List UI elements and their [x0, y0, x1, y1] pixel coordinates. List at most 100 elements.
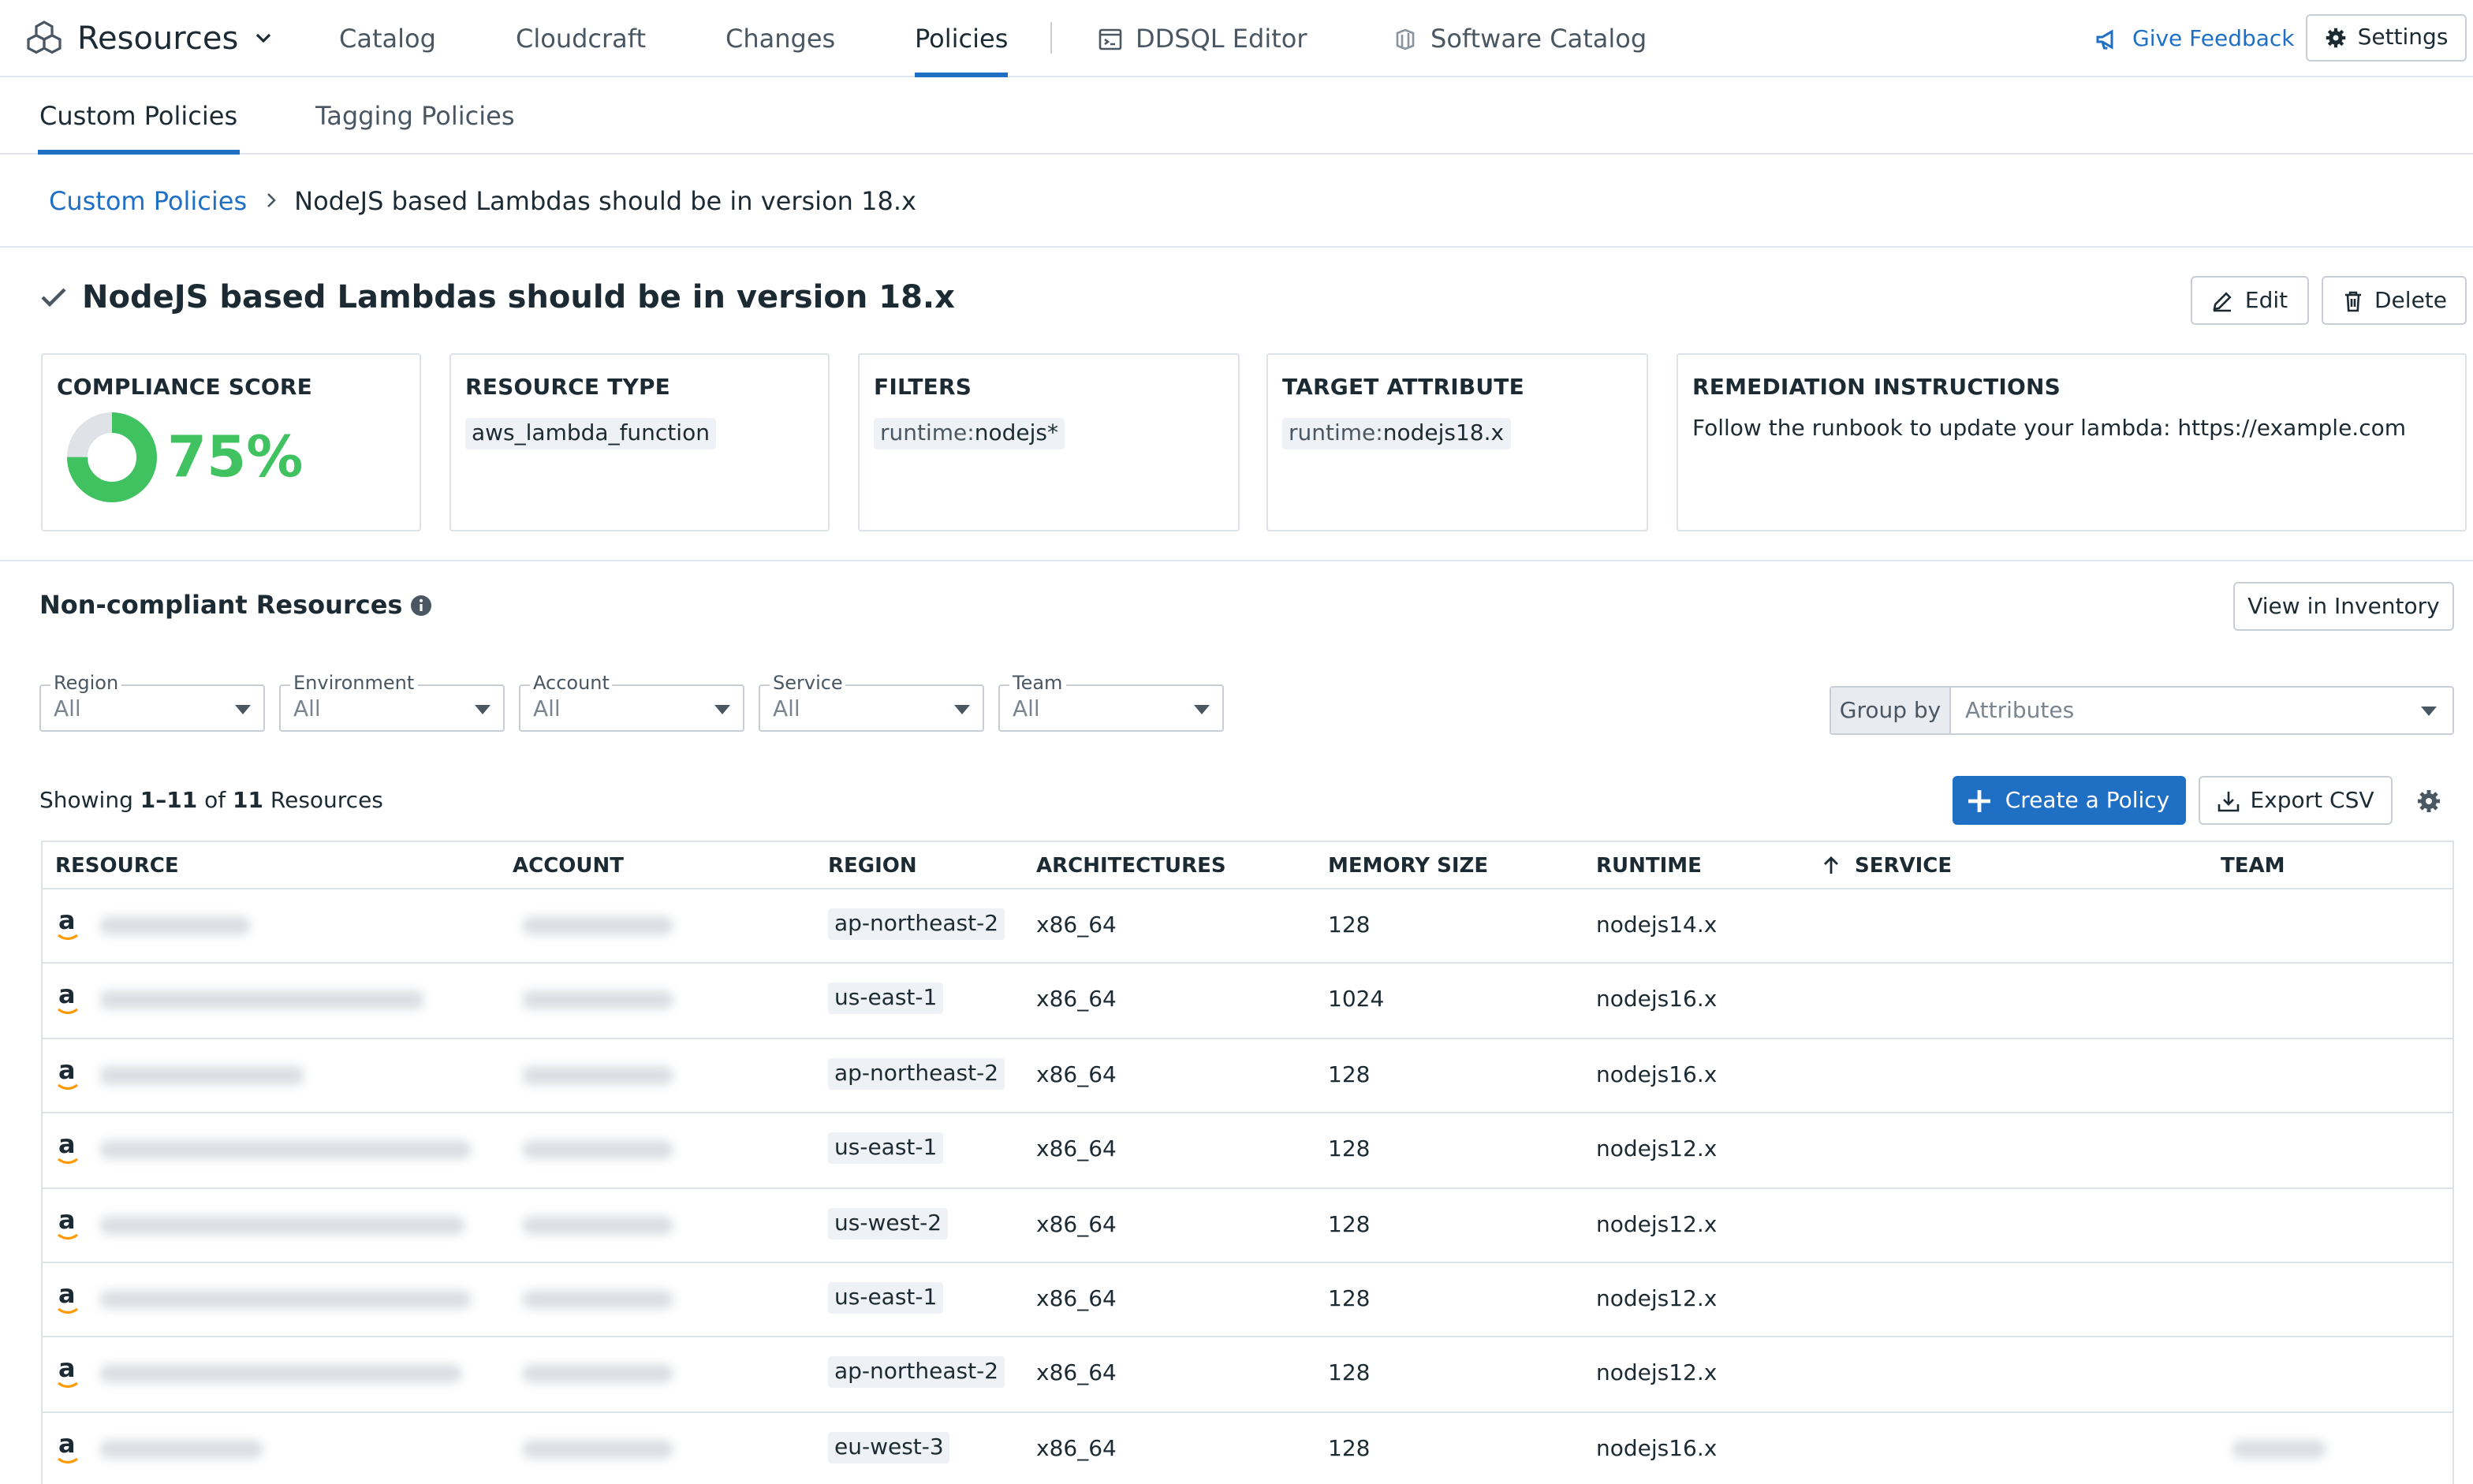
service-filter[interactable]: Service All: [759, 672, 984, 732]
table-settings-gear-icon[interactable]: [2416, 789, 2441, 814]
filter-label: Team: [1009, 672, 1066, 694]
sort-arrow-up-icon[interactable]: [1822, 856, 1841, 875]
info-icon[interactable]: [410, 594, 432, 616]
architecture-cell: x86_64: [1036, 1361, 1117, 1387]
team-filter[interactable]: Team All: [998, 672, 1224, 732]
tab-catalog[interactable]: Catalog: [339, 24, 436, 54]
gear-icon: [2326, 28, 2345, 48]
column-header-memory-size[interactable]: MEMORY SIZE: [1328, 855, 1489, 878]
aws-smile-icon: [58, 1009, 78, 1015]
architecture-cell: x86_64: [1036, 1212, 1117, 1238]
download-icon: [2217, 791, 2239, 811]
settings-button[interactable]: Settings: [2306, 14, 2467, 62]
page-title: NodeJS based Lambdas should be in versio…: [82, 278, 955, 315]
aws-smile-icon: [58, 1083, 78, 1090]
aws-smile-icon: [58, 1307, 78, 1314]
tab-ddsql-editor[interactable]: DDSQL Editor: [1098, 0, 1307, 77]
results-count: Showing 1–11 of 11 Resources: [39, 789, 383, 814]
runtime-cell: nodejs12.x: [1596, 1212, 1718, 1238]
aws-smile-icon: [58, 1457, 78, 1463]
aws-icon: a: [58, 1278, 76, 1309]
table-header: RESOURCE ACCOUNT REGION ARCHITECTURES ME…: [43, 842, 2452, 889]
card-label: TARGET ATTRIBUTE: [1282, 375, 1524, 401]
resource-type-tag: aws_lambda_function: [465, 418, 716, 449]
group-by-select[interactable]: Group by Attributes: [1830, 686, 2454, 735]
column-header-architectures[interactable]: ARCHITECTURES: [1036, 855, 1226, 878]
aws-icon: a: [58, 1129, 76, 1160]
export-csv-button[interactable]: Export CSV: [2199, 776, 2393, 825]
aws-icon: a: [58, 1428, 76, 1459]
tab-policies[interactable]: Policies: [915, 0, 1009, 77]
create-policy-button[interactable]: Create a Policy: [1953, 776, 2186, 825]
filter-value: All: [773, 697, 800, 722]
tab-changes[interactable]: Changes: [725, 24, 836, 54]
view-in-inventory-button[interactable]: View in Inventory: [2233, 582, 2454, 631]
checkmark-icon: [41, 288, 66, 308]
filter-value: All: [533, 697, 561, 722]
aws-icon: a: [58, 1204, 76, 1235]
chevron-down-icon: [256, 33, 271, 43]
architecture-cell: x86_64: [1036, 1137, 1117, 1163]
runtime-cell: nodejs12.x: [1596, 1137, 1718, 1163]
sql-editor-icon: [1098, 28, 1122, 50]
redacted-account-id: [522, 1364, 673, 1384]
table-row[interactable]: a eu-west-3 x86_64 128 nodejs16.x: [43, 1412, 2452, 1484]
compliance-donut-arc: [67, 412, 157, 502]
compliance-score-value: 75%: [167, 425, 304, 490]
table-row[interactable]: a us-east-1 x86_64 128 nodejs12.x: [43, 1113, 2452, 1189]
architecture-cell: x86_64: [1036, 913, 1117, 938]
table-row[interactable]: a ap-northeast-2 x86_64 128 nodejs14.x: [43, 889, 2452, 964]
region-filter[interactable]: Region All: [39, 672, 265, 732]
target-tag-value: nodejs18.x: [1382, 421, 1505, 446]
account-filter[interactable]: Account All: [519, 672, 744, 732]
column-header-region[interactable]: REGION: [828, 855, 917, 878]
column-header-team[interactable]: TEAM: [2221, 855, 2285, 878]
table-row[interactable]: a us-west-2 x86_64 128 nodejs12.x: [43, 1188, 2452, 1263]
compliance-donut-chart: [67, 412, 157, 502]
redacted-account-id: [522, 990, 673, 1010]
tab-software-catalog[interactable]: Software Catalog: [1393, 0, 1647, 77]
redacted-team: [2232, 1439, 2326, 1459]
tab-custom-policies[interactable]: Custom Policies: [38, 77, 239, 155]
sub-tabs: Custom Policies Tagging Policies: [0, 77, 2473, 155]
delete-button[interactable]: Delete: [2322, 276, 2467, 325]
tab-cloudcraft[interactable]: Cloudcraft: [516, 24, 647, 54]
memory-size-cell: 128: [1328, 913, 1371, 938]
redacted-resource-name: [99, 1364, 462, 1384]
edit-button[interactable]: Edit: [2191, 276, 2309, 325]
filter-tag: runtime:nodejs*: [874, 418, 1065, 449]
redacted-resource-name: [99, 990, 424, 1010]
breadcrumb: Custom Policies NodeJS based Lambdas sho…: [0, 155, 2473, 248]
app-switcher[interactable]: Resources: [0, 19, 315, 57]
pencil-icon: [2214, 291, 2232, 311]
filter-label: Account: [530, 672, 613, 694]
breadcrumb-parent-link[interactable]: Custom Policies: [49, 185, 248, 215]
aws-icon: a: [58, 1353, 76, 1384]
redacted-account-id: [522, 1289, 673, 1309]
breadcrumb-current: NodeJS based Lambdas should be in versio…: [294, 185, 916, 215]
filter-label: Region: [50, 672, 122, 694]
software-catalog-icon: [1396, 28, 1415, 50]
column-header-resource[interactable]: RESOURCE: [55, 855, 179, 878]
column-header-runtime[interactable]: RUNTIME: [1596, 855, 1702, 878]
region-tag: us-east-1: [828, 1281, 944, 1314]
environment-filter[interactable]: Environment All: [279, 672, 505, 732]
table-row[interactable]: a ap-northeast-2 x86_64 128 nodejs12.x: [43, 1338, 2452, 1413]
memory-size-cell: 128: [1328, 1062, 1371, 1088]
table-row[interactable]: a us-east-1 x86_64 1024 nodejs16.x: [43, 964, 2452, 1039]
target-attribute-card: TARGET ATTRIBUTE runtime:nodejs18.x: [1266, 353, 1648, 531]
runtime-cell: nodejs16.x: [1596, 1062, 1718, 1088]
region-tag: ap-northeast-2: [828, 908, 1005, 940]
column-header-account[interactable]: ACCOUNT: [513, 855, 624, 878]
region-tag: ap-northeast-2: [828, 1057, 1005, 1090]
filter-value: All: [54, 697, 81, 722]
caret-down-icon: [1194, 705, 1210, 714]
region-tag: us-east-1: [828, 1132, 944, 1165]
tab-tagging-policies[interactable]: Tagging Policies: [315, 101, 515, 131]
give-feedback-link[interactable]: Give Feedback: [2094, 0, 2295, 77]
redacted-resource-name: [99, 1065, 304, 1085]
table-row[interactable]: a ap-northeast-2 x86_64 128 nodejs16.x: [43, 1039, 2452, 1114]
column-header-service[interactable]: SERVICE: [1824, 855, 1952, 878]
table-row[interactable]: a us-east-1 x86_64 128 nodejs12.x: [43, 1263, 2452, 1338]
runtime-cell: nodejs14.x: [1596, 913, 1718, 938]
